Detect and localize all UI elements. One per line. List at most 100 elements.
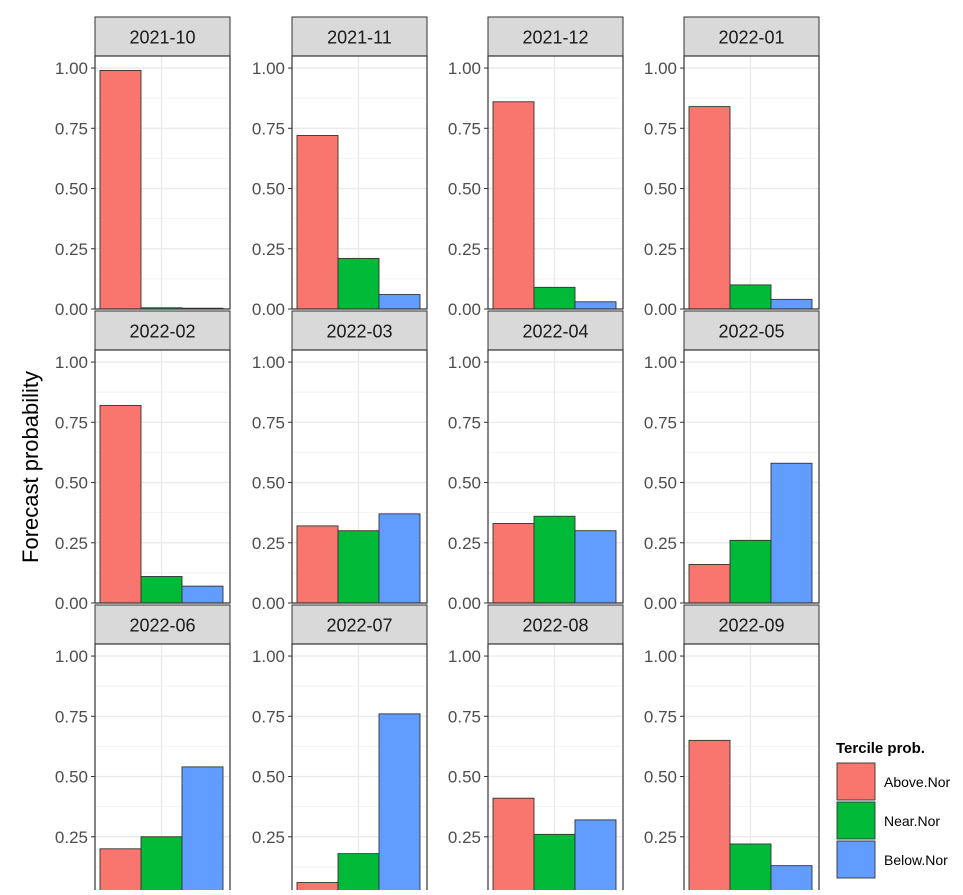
facet-panel-2022-08: 2022-080.000.250.500.751.00 bbox=[448, 604, 624, 895]
y-tick-label: 0.25 bbox=[252, 828, 285, 847]
facet-strip bbox=[683, 16, 820, 57]
bar-Below.Nor bbox=[770, 865, 813, 895]
bar-Below.Nor bbox=[770, 462, 813, 604]
legend-title: Tercile prob. bbox=[836, 740, 925, 757]
legend: Tercile prob. Above.Nor Near.Nor Below.Nor bbox=[836, 740, 950, 879]
facet-strip bbox=[291, 16, 428, 57]
y-tick-label: 0.75 bbox=[55, 119, 88, 138]
bar-Below.Nor bbox=[181, 766, 224, 895]
facet-panel-2022-01: 2022-01 0.00 0.25 0.50 0.75 1.00 bbox=[644, 16, 820, 319]
bar-Above.Nor bbox=[492, 797, 535, 895]
bar-Above.Nor bbox=[688, 563, 731, 604]
bar-Above.Nor bbox=[296, 525, 339, 604]
facet-strip bbox=[487, 16, 624, 57]
y-tick-label: 0.75 bbox=[448, 413, 481, 432]
facet-strip bbox=[291, 604, 428, 645]
y-tick-label: 0.00 bbox=[55, 300, 88, 319]
y-tick-label: 0.50 bbox=[252, 474, 285, 493]
facet-strip bbox=[683, 310, 820, 351]
y-tick-label: 0.50 bbox=[448, 180, 481, 199]
facet-strip bbox=[291, 310, 428, 351]
facet-panel-2021-10: 2021-10 0.00 0.25 0.50 0.75 1.00 bbox=[55, 16, 231, 319]
y-tick-label: 0.75 bbox=[448, 119, 481, 138]
bar-Below.Nor bbox=[378, 513, 421, 604]
panel-border bbox=[683, 643, 820, 895]
legend-label: Above.Nor bbox=[884, 774, 950, 790]
bar-Near.Nor bbox=[729, 284, 772, 310]
panel-border bbox=[683, 55, 820, 310]
facet-title: 2022-02 bbox=[129, 322, 195, 342]
bar-Above.Nor bbox=[296, 882, 339, 895]
bar-Above.Nor bbox=[492, 101, 535, 310]
y-tick-label: 0.50 bbox=[55, 768, 88, 787]
y-tick-label: 0.25 bbox=[252, 240, 285, 259]
bar-Below.Nor bbox=[574, 530, 617, 604]
y-tick-label: 0.00 bbox=[644, 300, 677, 319]
bar-Below.Nor bbox=[378, 294, 421, 310]
y-tick-label: 1.00 bbox=[448, 353, 481, 372]
y-tick-label: 0.75 bbox=[644, 707, 677, 726]
bar-Below.Nor bbox=[770, 298, 813, 310]
bar-Above.Nor bbox=[99, 70, 142, 310]
bar-Near.Nor bbox=[337, 257, 380, 310]
facet-panel-2021-11: 2021-11 0.00 0.25 0.50 0.75 1.00 bbox=[252, 16, 428, 319]
y-tick-label: 0.50 bbox=[55, 180, 88, 199]
y-tick-label: 0.25 bbox=[644, 240, 677, 259]
y-tick-label: 0.00 bbox=[252, 300, 285, 319]
facet-strip bbox=[487, 604, 624, 645]
panel-border bbox=[487, 349, 624, 604]
bar-Above.Nor bbox=[688, 106, 731, 310]
y-tick-label: 0.75 bbox=[644, 413, 677, 432]
y-tick-label: 0.50 bbox=[55, 474, 88, 493]
facet-title: 2021-11 bbox=[327, 28, 392, 48]
y-tick-label: 0.50 bbox=[448, 768, 481, 787]
y-tick-label: 0.75 bbox=[252, 707, 285, 726]
y-tick-label: 1.00 bbox=[55, 353, 88, 372]
y-tick-label: 0.25 bbox=[644, 534, 677, 553]
bar-Near.Nor bbox=[729, 843, 772, 895]
facet-title: 2021-12 bbox=[522, 28, 588, 48]
facet-panel-2022-09: 2022-090.000.250.500.751.00 bbox=[644, 604, 820, 895]
panel-border bbox=[487, 55, 624, 310]
bar-Below.Nor bbox=[181, 585, 224, 604]
facet-title: 2022-04 bbox=[522, 322, 588, 342]
panel-border bbox=[291, 55, 428, 310]
legend-key-Near.Nor bbox=[836, 801, 876, 840]
legend-key-Above.Nor bbox=[836, 762, 876, 801]
y-tick-label: 0.00 bbox=[55, 594, 88, 613]
y-tick-label: 0.75 bbox=[252, 413, 285, 432]
panel-border bbox=[291, 643, 428, 895]
facet-panel-2022-05: 2022-05 0.00 0.25 0.50 0.75 1.00 bbox=[644, 310, 820, 613]
panel-border bbox=[94, 643, 231, 895]
y-tick-label: 0.25 bbox=[55, 534, 88, 553]
y-tick-label: 0.00 bbox=[448, 594, 481, 613]
facet-title: 2021-10 bbox=[129, 28, 195, 48]
bar-Near.Nor bbox=[729, 539, 772, 604]
bar-Near.Nor bbox=[533, 286, 576, 310]
bar-Near.Nor bbox=[140, 576, 183, 604]
bar-Above.Nor bbox=[99, 848, 142, 895]
y-tick-label: 1.00 bbox=[448, 647, 481, 666]
panel-border bbox=[487, 643, 624, 895]
facet-title: 2022-09 bbox=[718, 616, 784, 636]
y-tick-label: 1.00 bbox=[644, 59, 677, 78]
bar-Near.Nor bbox=[140, 836, 183, 895]
y-tick-label: 1.00 bbox=[252, 353, 285, 372]
y-tick-label: 0.25 bbox=[448, 534, 481, 553]
y-tick-label: 0.50 bbox=[252, 768, 285, 787]
facet-strip bbox=[487, 310, 624, 351]
y-tick-label: 0.50 bbox=[252, 180, 285, 199]
facet-panel-2022-04: 2022-04 0.00 0.25 0.50 0.75 1.00 bbox=[448, 310, 624, 613]
legend-label: Below.Nor bbox=[884, 852, 948, 868]
panel-border bbox=[291, 349, 428, 604]
legend-label: Near.Nor bbox=[884, 813, 940, 829]
bar-Near.Nor bbox=[337, 853, 380, 895]
facet-panel-2021-12: 2021-12 0.00 0.25 0.50 0.75 1.00 bbox=[448, 16, 624, 319]
bar-Below.Nor bbox=[574, 301, 617, 310]
facet-title: 2022-01 bbox=[718, 28, 784, 48]
y-tick-label: 0.00 bbox=[448, 300, 481, 319]
y-tick-label: 0.50 bbox=[644, 180, 677, 199]
bar-Above.Nor bbox=[296, 135, 339, 310]
